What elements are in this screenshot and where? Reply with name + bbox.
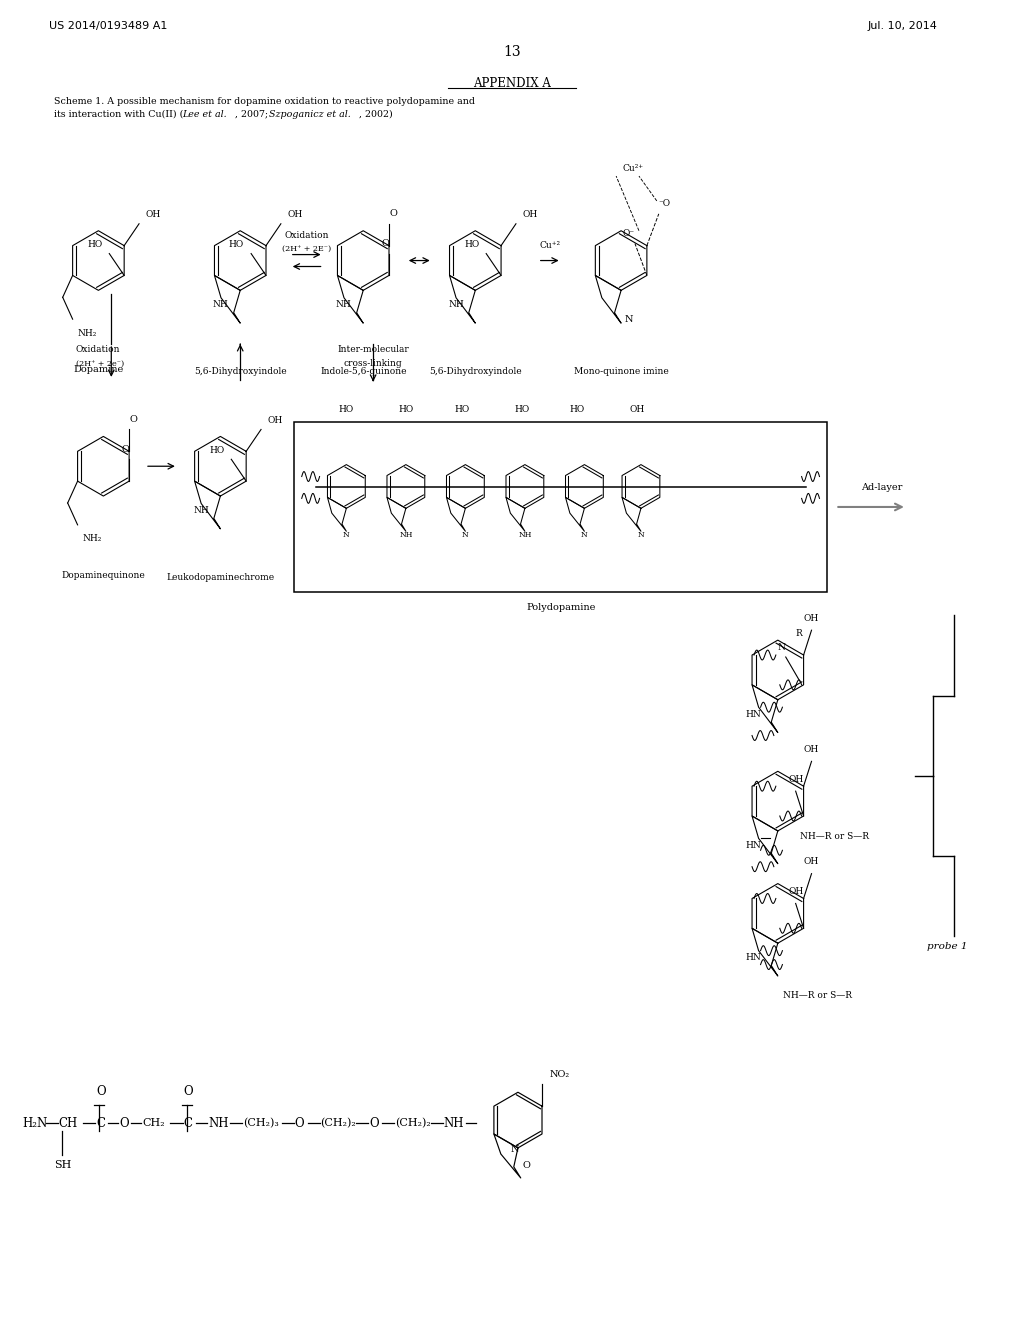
Text: C: C: [183, 1117, 193, 1130]
Text: N: N: [778, 643, 785, 652]
Text: HN: HN: [745, 841, 762, 850]
Text: OH: OH: [630, 405, 644, 414]
Text: O: O: [129, 414, 137, 424]
Text: Ad-layer: Ad-layer: [861, 483, 902, 491]
Text: C: C: [96, 1117, 105, 1130]
Text: Lee et al.: Lee et al.: [181, 110, 226, 119]
Bar: [294, 421, 827, 593]
Text: R: R: [796, 628, 802, 638]
Text: OH: OH: [146, 210, 161, 219]
Text: Dopaminequinone: Dopaminequinone: [61, 572, 145, 579]
Text: NH: NH: [399, 531, 413, 539]
Text: HO: HO: [339, 405, 354, 414]
Text: CH₂: CH₂: [142, 1118, 165, 1129]
Text: (CH₂)₂: (CH₂)₂: [321, 1118, 356, 1129]
Text: OH: OH: [804, 857, 819, 866]
Text: N: N: [462, 531, 469, 539]
Text: N: N: [638, 531, 644, 539]
Text: Cu²⁺: Cu²⁺: [623, 164, 643, 173]
Text: H₂N: H₂N: [23, 1117, 47, 1130]
Text: Inter-molecular: Inter-molecular: [337, 346, 409, 355]
Text: NH—R or S—R: NH—R or S—R: [782, 991, 852, 1001]
Text: , 2002): , 2002): [359, 110, 393, 119]
Text: 5,6-Dihydroxyindole: 5,6-Dihydroxyindole: [429, 367, 521, 376]
Text: O: O: [389, 210, 397, 218]
Text: O: O: [121, 445, 129, 454]
Text: N: N: [581, 531, 588, 539]
Text: its interaction with Cu(II) (: its interaction with Cu(II) (: [53, 110, 183, 119]
Text: Cu⁺²: Cu⁺²: [539, 242, 560, 249]
Text: OH: OH: [804, 614, 819, 623]
Text: NH: NH: [209, 1117, 229, 1130]
Text: HN: HN: [745, 710, 762, 718]
Text: NH—R or S—R: NH—R or S—R: [800, 832, 869, 841]
Text: 5,6-Dihydroxyindole: 5,6-Dihydroxyindole: [194, 367, 287, 376]
Text: O: O: [96, 1085, 106, 1098]
Text: cross-linking: cross-linking: [344, 359, 402, 368]
Text: , 2007;: , 2007;: [236, 110, 271, 119]
Text: N: N: [625, 314, 633, 323]
Text: (2H⁺ + 2e⁻): (2H⁺ + 2e⁻): [76, 360, 124, 368]
Text: HO: HO: [569, 405, 585, 414]
Text: NH: NH: [336, 300, 351, 309]
Text: SH: SH: [53, 1160, 71, 1170]
Text: CH: CH: [58, 1117, 78, 1130]
Text: N: N: [343, 531, 350, 539]
Text: OH: OH: [523, 210, 539, 219]
Text: NH: NH: [449, 300, 464, 309]
Text: HO: HO: [87, 240, 102, 249]
Text: ⁻O: ⁻O: [658, 199, 671, 209]
Text: O: O: [295, 1117, 304, 1130]
Text: (2H⁺ + 2E⁻): (2H⁺ + 2E⁻): [282, 244, 332, 252]
Text: Polydopamine: Polydopamine: [526, 603, 595, 612]
Text: O: O: [119, 1117, 129, 1130]
Text: O⁻: O⁻: [623, 230, 635, 238]
Text: O: O: [522, 1162, 530, 1171]
Text: probe 1: probe 1: [927, 941, 967, 950]
Text: NH: NH: [194, 506, 209, 515]
Text: Oxidation: Oxidation: [285, 231, 329, 240]
Text: OH: OH: [268, 416, 284, 425]
Text: Oxidation: Oxidation: [76, 346, 120, 355]
Text: US 2014/0193489 A1: US 2014/0193489 A1: [49, 21, 167, 32]
Text: (CH₂)₂: (CH₂)₂: [395, 1118, 431, 1129]
Text: OH: OH: [804, 744, 819, 754]
Text: N: N: [511, 1144, 519, 1154]
Text: 13: 13: [503, 45, 521, 59]
Text: Scheme 1. A possible mechanism for dopamine oxidation to reactive polydopamine a: Scheme 1. A possible mechanism for dopam…: [53, 98, 475, 106]
Text: Szpoganicz et al.: Szpoganicz et al.: [269, 110, 351, 119]
Text: Dopamine: Dopamine: [74, 366, 124, 375]
Text: HO: HO: [209, 446, 224, 455]
Text: NH: NH: [518, 531, 531, 539]
Text: OH: OH: [788, 775, 803, 784]
Text: OH: OH: [288, 210, 303, 219]
Text: Jul. 10, 2014: Jul. 10, 2014: [867, 21, 937, 32]
Text: O: O: [183, 1085, 194, 1098]
Text: HO: HO: [514, 405, 529, 414]
Text: Leukodopaminechrome: Leukodopaminechrome: [166, 573, 274, 582]
Text: NH₂: NH₂: [78, 329, 97, 338]
Text: NO₂: NO₂: [550, 1071, 570, 1078]
Text: OH: OH: [788, 887, 803, 896]
Text: Indole-5,6-quinone: Indole-5,6-quinone: [319, 367, 407, 376]
Text: O: O: [381, 239, 389, 248]
Text: O: O: [370, 1117, 379, 1130]
Text: NH₂: NH₂: [83, 535, 102, 544]
Text: HO: HO: [398, 405, 414, 414]
Text: NH: NH: [213, 300, 228, 309]
Text: Mono-quinone imine: Mono-quinone imine: [573, 367, 669, 376]
Text: HO: HO: [229, 240, 244, 249]
Text: HO: HO: [464, 240, 479, 249]
Text: APPENDIX A: APPENDIX A: [473, 77, 551, 90]
Text: (CH₂)₃: (CH₂)₃: [244, 1118, 280, 1129]
Text: HO: HO: [455, 405, 470, 414]
Text: NH: NH: [443, 1117, 464, 1130]
Text: HN: HN: [745, 953, 762, 962]
